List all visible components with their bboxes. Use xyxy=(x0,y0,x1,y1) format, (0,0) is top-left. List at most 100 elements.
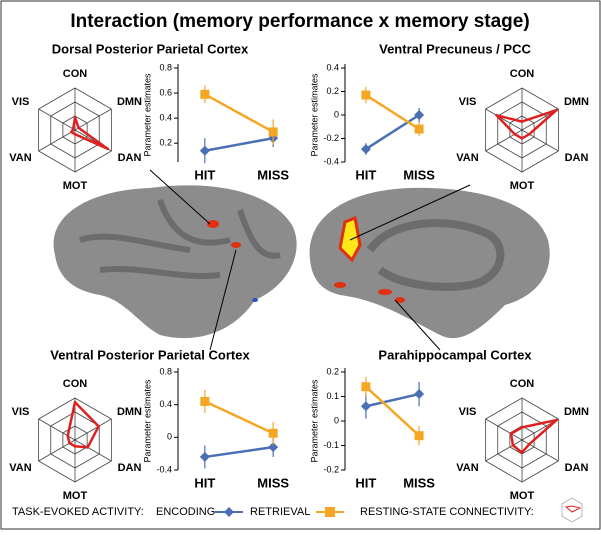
radar-axis-label: MOT xyxy=(63,490,88,502)
y-axis-label: Parameter estimates xyxy=(142,73,152,157)
activation xyxy=(252,298,258,302)
y-tick-label: 0 xyxy=(334,415,339,425)
radar-edge xyxy=(495,114,524,123)
legend-swatch xyxy=(325,507,335,517)
radar-edge xyxy=(86,425,100,449)
radar-spoke xyxy=(485,108,523,131)
radar-axis-label: VAN xyxy=(9,462,31,474)
brain-images xyxy=(53,169,550,351)
y-tick-label: 0.8 xyxy=(159,366,172,376)
y-tick-label: 0.4 xyxy=(159,399,172,409)
radar-axis-label: CON xyxy=(510,68,535,80)
activation xyxy=(207,220,219,228)
y-tick-label: 0.4 xyxy=(326,62,339,72)
radar-axis-label: DAN xyxy=(565,152,589,164)
radar-edge xyxy=(520,132,531,140)
radar-axis-label: VIS xyxy=(459,406,477,418)
radar-axis-label: VAN xyxy=(456,462,478,474)
x-tick-label: HIT xyxy=(355,167,376,182)
pointer xyxy=(149,169,211,225)
series-line xyxy=(204,136,274,152)
data-point xyxy=(414,124,424,134)
data-point xyxy=(268,442,279,453)
y-tick-label: 0.2 xyxy=(326,86,339,96)
radar-spoke xyxy=(74,439,112,462)
radar-edge xyxy=(511,444,524,454)
sulci xyxy=(79,199,281,280)
y-tick-label: -0.1 xyxy=(323,440,339,450)
x-tick-label: MISS xyxy=(257,475,289,490)
pointer xyxy=(394,299,441,351)
x-tick-label: HIT xyxy=(194,475,215,490)
radar-axis-label: DMN xyxy=(564,406,589,418)
pointer xyxy=(349,184,471,241)
data-point xyxy=(360,401,371,412)
activation xyxy=(395,297,405,303)
x-tick-label: MISS xyxy=(257,167,289,182)
legend-label: RESTING-STATE CONNECTIVITY: xyxy=(360,506,534,518)
data-point xyxy=(414,110,425,120)
legend-entry: RETRIEVAL xyxy=(250,506,310,518)
y-tick-label: 0 xyxy=(167,432,172,442)
data-point xyxy=(200,396,210,406)
radar-spoke xyxy=(485,439,523,462)
radar-axis-label: MOT xyxy=(510,490,535,502)
radar-axis-label: VAN xyxy=(456,152,478,164)
series-line xyxy=(365,113,420,151)
brain-left xyxy=(53,185,297,339)
radar-spoke xyxy=(38,108,76,131)
panel-title: Ventral Precuneus / PCC xyxy=(379,41,531,56)
y-axis-label: Parameter estimates xyxy=(142,379,152,463)
radar-spoke xyxy=(485,418,523,441)
activation xyxy=(231,242,241,248)
radar-edge xyxy=(73,445,89,449)
radar-axis-label: DAN xyxy=(118,462,142,474)
radar-axis-label: DMN xyxy=(117,96,142,108)
radar-axis-label: VIS xyxy=(459,96,477,108)
radar-edge xyxy=(66,434,71,445)
y-tick-label: -0.4 xyxy=(323,156,339,166)
radar-spoke xyxy=(38,129,76,152)
radar-edge xyxy=(509,426,524,435)
data-point xyxy=(360,144,371,155)
radar-edge xyxy=(73,400,100,428)
y-tick-label: 0.6 xyxy=(159,87,172,97)
y-tick-label: -0.2 xyxy=(323,133,339,143)
brain-right xyxy=(309,187,550,339)
data-point xyxy=(268,428,278,438)
radar-edge xyxy=(520,442,531,454)
data-point xyxy=(414,389,425,400)
y-tick-label: 0.2 xyxy=(326,366,339,376)
data-point xyxy=(200,89,210,99)
radar-axis-label: MOT xyxy=(510,180,535,192)
legend-radar-icon xyxy=(561,497,583,523)
y-tick-label: -0.2 xyxy=(323,464,339,474)
panel-title: Dorsal Posterior Parietal Cortex xyxy=(52,41,249,56)
radar-edge xyxy=(73,132,109,151)
radar-edge xyxy=(513,132,524,140)
radar-spoke xyxy=(74,108,112,131)
radar-axis-label: VIS xyxy=(12,406,30,418)
radar-edge xyxy=(66,400,77,438)
radar-axis-label: DAN xyxy=(565,462,589,474)
radar-axis-label: VIS xyxy=(12,96,30,108)
radar-edge xyxy=(528,418,558,446)
radar-edge xyxy=(520,418,558,429)
data-point xyxy=(414,431,424,441)
legend: TASK-EVOKED ACTIVITY: ENCODING RETRIEVAL… xyxy=(12,497,583,523)
series-line xyxy=(365,385,420,437)
y-tick-label: 0.8 xyxy=(159,62,172,72)
data-point xyxy=(199,451,210,462)
radar-axis-label: MOT xyxy=(63,180,88,192)
series-line xyxy=(204,93,274,134)
activation xyxy=(378,289,392,295)
series-line xyxy=(365,93,420,131)
x-tick-label: MISS xyxy=(403,167,435,182)
panel-title: Parahippocampal Cortex xyxy=(378,347,532,362)
activation xyxy=(338,215,362,263)
x-tick-label: HIT xyxy=(194,167,215,182)
radar-edge xyxy=(528,108,558,136)
y-axis-label: Parameter estimates xyxy=(309,73,319,157)
sulci xyxy=(366,219,505,291)
